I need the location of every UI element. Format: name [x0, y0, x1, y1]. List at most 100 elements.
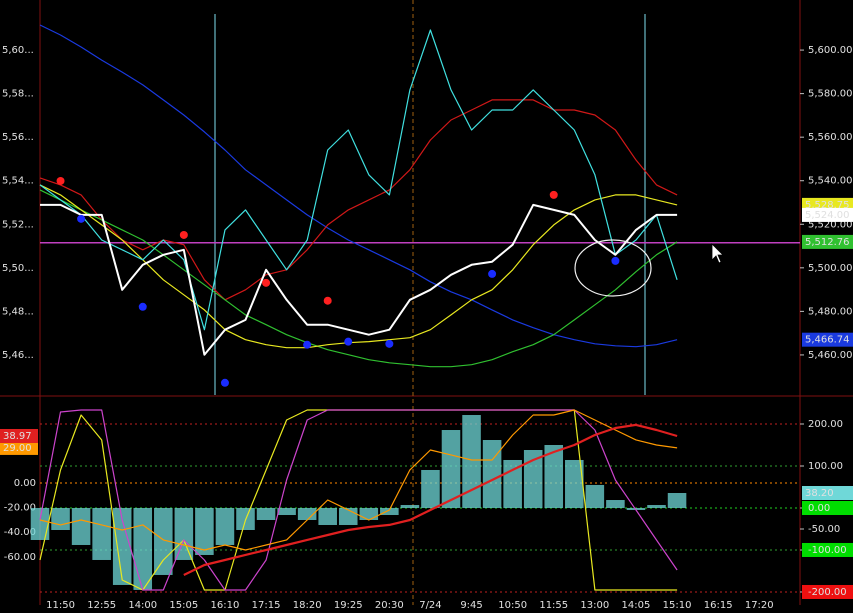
histogram-bar [421, 469, 440, 508]
y-tick-label: 5,480.00 [808, 306, 853, 317]
x-tick-label: 14:05 [622, 600, 651, 611]
signal-dot [56, 176, 65, 185]
signal-dot [138, 302, 147, 311]
last-value-label: 5,528.75 [805, 200, 850, 211]
histogram-bar [112, 507, 132, 585]
histogram-bar [400, 505, 420, 508]
last-value-box [802, 207, 853, 222]
histogram-bar [585, 484, 605, 508]
y2-tick-label: 5,54... [2, 176, 34, 187]
x-tick-label: 15:05 [169, 600, 198, 611]
x-tick-label: 10:50 [498, 600, 527, 611]
y-tick-label: 5,560.00 [808, 132, 853, 143]
signal-dot [385, 339, 394, 348]
signal-dot [303, 340, 312, 349]
x-tick-label: 11:55 [539, 600, 568, 611]
y2-tick-label: -40.00 [4, 527, 36, 538]
x-tick-label: 17:20 [745, 600, 774, 611]
histogram-bar [380, 507, 399, 516]
y-tick-label: 5,540.00 [808, 176, 853, 187]
histogram-bar [256, 507, 276, 521]
highlight-ellipse [574, 239, 652, 297]
series-line [39, 409, 678, 551]
signal-dot [488, 269, 497, 278]
histogram-bar [92, 507, 111, 560]
signal-dot [344, 337, 353, 346]
last-value-box [802, 332, 853, 347]
signal-dot [611, 256, 620, 265]
histogram-bar [647, 505, 666, 508]
mouse-cursor [711, 243, 724, 264]
histogram-bar [462, 415, 481, 508]
y2-tick-label: -60.00 [4, 552, 36, 563]
last-value-label: 5,512.76 [805, 237, 850, 248]
x-tick-label: 16:10 [211, 600, 240, 611]
y2-tick-label: 5,52... [2, 219, 34, 230]
last-value-box [802, 486, 853, 500]
histogram-bar [174, 507, 194, 560]
series-line [39, 99, 678, 301]
histogram-bar [318, 507, 337, 525]
y2-tick-label: -20.00 [4, 503, 36, 514]
histogram-bar [215, 507, 235, 545]
histogram-bar [565, 459, 584, 508]
y-tick-label: 5,600.00 [808, 45, 853, 56]
y-tick-label: 5,580.00 [808, 89, 853, 100]
series-line [39, 24, 678, 348]
histogram-bar [30, 507, 50, 540]
last-value-label: 38.20 [805, 488, 834, 499]
series-line [39, 409, 678, 591]
series-line [39, 29, 678, 331]
x-tick-label: 13:00 [580, 600, 609, 611]
histogram-bar [297, 507, 317, 521]
last-value-label: 5,466.74 [805, 335, 850, 346]
x-tick-label: 15:10 [663, 600, 692, 611]
last-value-box [0, 428, 38, 443]
histogram-bar [71, 507, 91, 545]
plot-layer: 11:50 12:55 14:00 15:05 16:10 17:15 18:20 19:25… [0, 24, 853, 611]
signal-dot [323, 296, 332, 305]
y-tick-label: 5,500.00 [808, 263, 853, 274]
histogram-bar [277, 507, 296, 516]
histogram-bar [482, 440, 502, 508]
x-tick-label: 11:50 [46, 600, 75, 611]
x-tick-label: 19:25 [334, 600, 363, 611]
y-tick-label: 100.00 [808, 461, 843, 472]
y-tick-label: -50.00 [808, 524, 840, 535]
signal-dot [77, 214, 86, 223]
histogram-bar [51, 507, 70, 530]
y2-tick-label: 5,58... [2, 89, 34, 100]
y2-tick-label: 5,46... [2, 350, 34, 361]
histogram-bar [195, 507, 214, 555]
last-value-box [802, 234, 853, 249]
y-tick-label: 0.00 [808, 503, 830, 514]
series-line [39, 189, 678, 368]
signal-dot [179, 230, 188, 239]
x-tick-label: 14:00 [128, 600, 157, 611]
histogram-bar [544, 445, 564, 508]
x-tick-label: 17:15 [252, 600, 281, 611]
x-tick-label: 18:20 [293, 600, 322, 611]
tick-label-box [802, 542, 853, 557]
y-tick-label: 200.00 [808, 419, 843, 430]
last-value-box [0, 440, 38, 455]
histogram-bar [133, 507, 153, 590]
y-tick-label: -100.00 [808, 545, 847, 556]
y2-tick-label: 5,50... [2, 263, 34, 274]
y2-tick-label: 0.00 [14, 478, 36, 489]
histogram-bar [359, 507, 379, 521]
x-tick-label: 7/24 [419, 600, 441, 611]
x-tick-label: 16:15 [704, 600, 733, 611]
x-tick-label: 20:30 [375, 600, 404, 611]
tick-label-box [802, 500, 853, 515]
signal-dot [220, 378, 229, 387]
y2-tick-label: 5,60... [2, 45, 34, 56]
x-tick-label: 9:45 [460, 600, 482, 611]
tick-label-box [802, 584, 853, 599]
last-value-label: 38.97 [3, 431, 32, 442]
y-tick-label: 5,460.00 [808, 350, 853, 361]
histogram-bar [667, 493, 687, 508]
y-tick-label: -200.00 [808, 587, 847, 598]
series-line [40, 203, 678, 356]
